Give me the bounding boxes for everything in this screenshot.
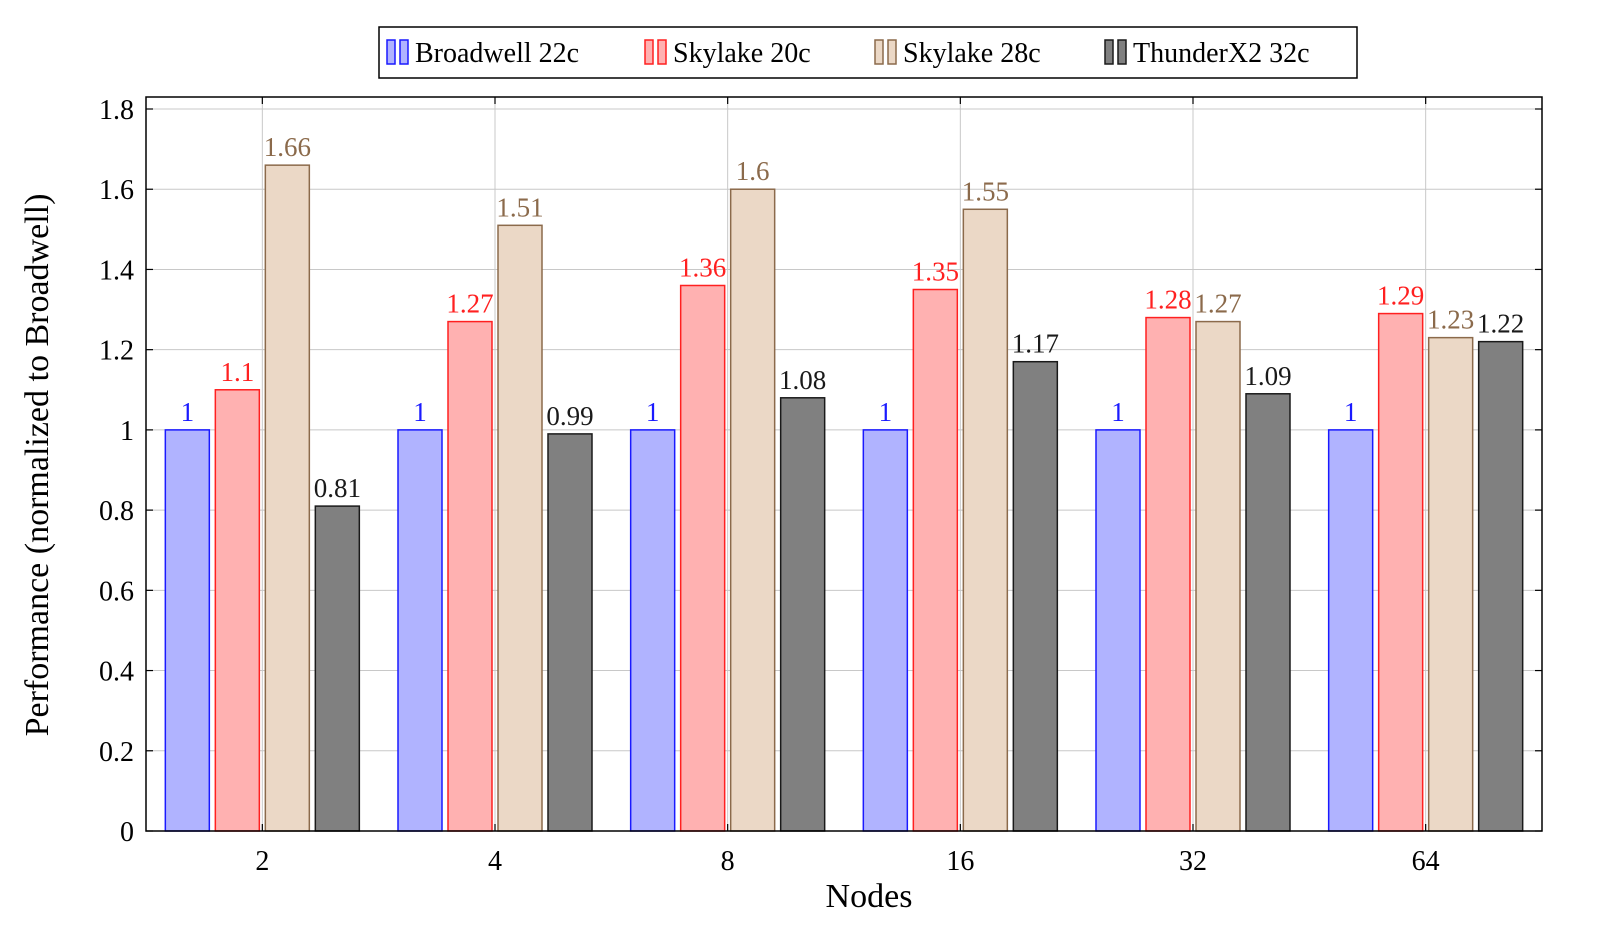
bar-broadwell-22c-16 xyxy=(862,429,909,832)
bar-value-label: 1.29 xyxy=(1377,281,1424,311)
plot-frame xyxy=(145,96,1543,832)
bar-value-label: 1.6 xyxy=(736,156,770,186)
bar-value-label: 1 xyxy=(646,397,660,427)
grid-layer xyxy=(146,97,1542,832)
x-tick-label: 16 xyxy=(946,846,974,877)
bar-value-label: 1.22 xyxy=(1477,309,1524,339)
y-tick-label: 0.4 xyxy=(99,657,134,688)
bar-thunderx2-32c-2 xyxy=(314,505,361,832)
bar-value-label: 1.28 xyxy=(1144,285,1191,315)
legend-swatch xyxy=(887,39,897,65)
bar-value-label: 1.27 xyxy=(1194,289,1241,319)
bar-value-label: 1.1 xyxy=(220,357,254,387)
axes-layer: 00.20.40.60.811.21.41.61.82 4 8 16 32 64 xyxy=(99,95,1543,877)
bar-value-label: 1.66 xyxy=(264,132,311,162)
bar-thunderx2-32c-64 xyxy=(1477,340,1524,832)
bar-value-label: 1 xyxy=(879,397,893,427)
bar-broadwell-22c-2 xyxy=(164,429,211,832)
bar-value-label: 1 xyxy=(1111,397,1125,427)
x-tick-label: 64 xyxy=(1412,846,1440,877)
y-tick-label: 1 xyxy=(120,416,134,447)
bar-skylake-28c-2 xyxy=(264,164,311,832)
bars-layer xyxy=(164,164,1524,832)
bar-skylake-28c-8 xyxy=(729,188,776,832)
bar-value-label: 1 xyxy=(181,397,195,427)
bar-broadwell-22c-64 xyxy=(1327,429,1374,832)
bar-skylake-20c-2 xyxy=(214,389,261,832)
bar-value-label: 0.81 xyxy=(314,473,361,503)
legend: Broadwell 22c Skylake 20c Skylake 28c Thund… xyxy=(378,26,1358,79)
bar-thunderx2-32c-16 xyxy=(1012,360,1059,832)
legend-entry-label: Skylake 28c xyxy=(903,38,1041,69)
bar-skylake-20c-16 xyxy=(912,288,959,832)
bar-broadwell-22c-8 xyxy=(629,429,676,832)
bar-value-label: 1.51 xyxy=(496,192,543,222)
bar-skylake-20c-32 xyxy=(1145,316,1191,832)
bar-skylake-20c-4 xyxy=(447,320,493,832)
y-tick-label: 1.8 xyxy=(99,95,134,126)
bar-skylake-20c-64 xyxy=(1377,312,1424,832)
y-tick-label: 1.6 xyxy=(99,175,134,206)
legend-swatch xyxy=(644,39,654,65)
legend-entry-label: Skylake 20c xyxy=(673,38,811,69)
x-tick-label: 2 xyxy=(255,846,269,877)
bar-skylake-28c-64 xyxy=(1427,336,1474,832)
x-tick-label: 4 xyxy=(488,846,502,877)
bar-value-label: 1.09 xyxy=(1244,361,1291,391)
y-tick-label: 1.2 xyxy=(99,336,134,367)
bar-value-label: 0.99 xyxy=(546,401,593,431)
x-tick-label: 8 xyxy=(721,846,735,877)
legend-swatch xyxy=(386,39,396,65)
y-tick-label: 1.4 xyxy=(99,255,134,286)
y-tick-label: 0.6 xyxy=(99,576,134,607)
legend-swatch xyxy=(399,39,409,65)
bar-thunderx2-32c-32 xyxy=(1245,393,1291,832)
bar-skylake-28c-4 xyxy=(497,224,543,832)
bar-broadwell-22c-32 xyxy=(1095,429,1141,832)
legend-swatch xyxy=(874,39,884,65)
y-tick-label: 0.2 xyxy=(99,737,134,768)
legend-swatch xyxy=(1104,39,1114,65)
bar-thunderx2-32c-4 xyxy=(547,433,593,832)
legend-entry-label: Broadwell 22c xyxy=(415,38,579,69)
legend-swatch xyxy=(1117,39,1127,65)
x-axis-title: Nodes xyxy=(826,878,913,915)
bar-skylake-28c-16 xyxy=(962,208,1009,832)
bar-value-label: 1.17 xyxy=(1012,329,1059,359)
bar-value-label: 1.08 xyxy=(779,365,826,395)
y-tick-label: 0.8 xyxy=(99,496,134,527)
bar-thunderx2-32c-8 xyxy=(779,397,826,832)
bar-broadwell-22c-4 xyxy=(397,429,443,832)
bar-value-label: 1.55 xyxy=(962,176,1009,206)
bar-value-label: 1.23 xyxy=(1427,305,1474,335)
legend-entry-label: ThunderX2 32c xyxy=(1133,38,1310,69)
data-labels-layer: 1 1.1 1.66 0.81 1 1.27 1.51 0.99 1 1.36 1.6 1.08 1 1.… xyxy=(181,132,1525,503)
x-tick-label: 32 xyxy=(1179,846,1207,877)
bar-value-label: 1 xyxy=(1344,397,1358,427)
bar-value-label: 1 xyxy=(413,397,427,427)
legend-swatch xyxy=(657,39,667,65)
bar-skylake-28c-32 xyxy=(1195,320,1241,832)
legend-box xyxy=(378,26,1358,79)
bar-value-label: 1.36 xyxy=(679,252,726,282)
bar-value-label: 1.35 xyxy=(912,257,959,287)
y-tick-label: 0 xyxy=(120,817,134,848)
bar-skylake-20c-8 xyxy=(679,284,726,832)
y-axis-title: Performance (normalized to Broadwell) xyxy=(19,194,56,737)
bar-value-label: 1.27 xyxy=(446,289,493,319)
